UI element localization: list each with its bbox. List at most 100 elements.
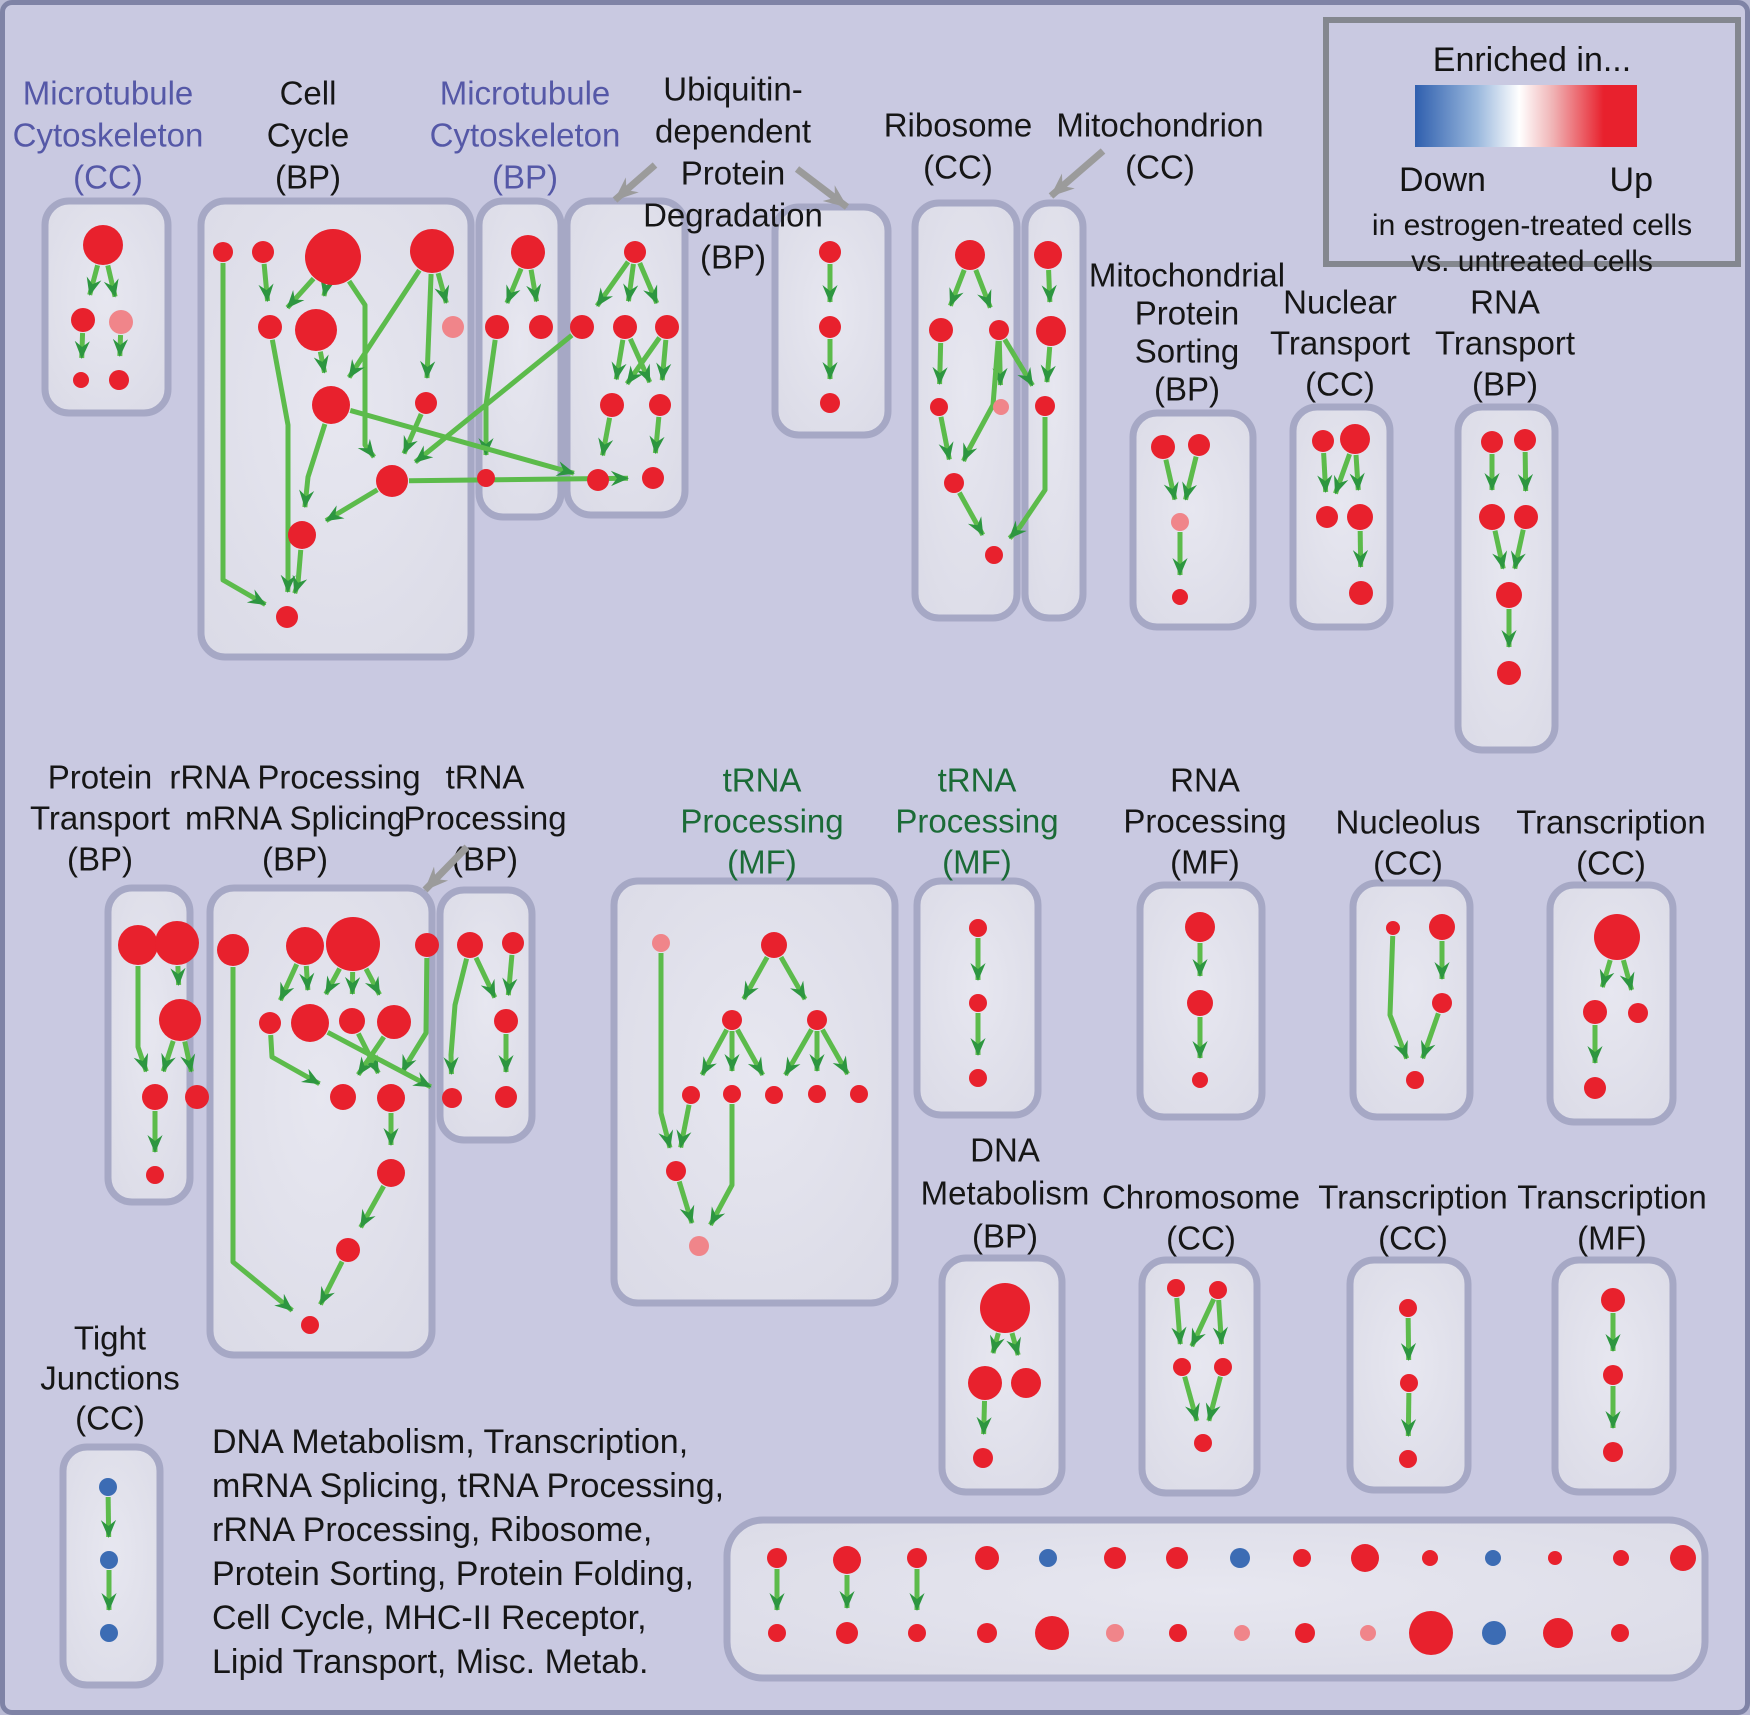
go-term-node xyxy=(457,932,483,958)
legend: Enriched in... Down Up in estrogen-treat… xyxy=(1323,17,1741,278)
edge-ubiquitin-1 xyxy=(656,339,672,382)
go-term-node xyxy=(819,316,841,338)
go-term-node xyxy=(118,925,158,965)
edge-cell-cycle xyxy=(320,277,336,297)
go-term-node xyxy=(73,372,89,388)
edge-mitochondrial-protein-sorting xyxy=(1182,456,1199,501)
edge-trna-mf-large xyxy=(676,1104,692,1149)
layer-labels: Microtubule Cytoskeleton (CC) Cell Cycle (BP)… xyxy=(13,71,1707,1437)
edge-trna-mf-large xyxy=(699,1028,729,1077)
go-term-node xyxy=(908,1624,926,1642)
go-term-node xyxy=(1400,1374,1418,1392)
go-term-node xyxy=(969,994,987,1012)
go-term-node xyxy=(1485,1550,1501,1566)
go-term-node xyxy=(1497,661,1521,685)
go-term-node xyxy=(502,932,524,954)
go-term-node xyxy=(1230,1548,1250,1568)
go-term-node xyxy=(1360,1625,1376,1641)
edge-cell-cycle xyxy=(258,263,274,303)
cluster-label-protein-transport: Protein xyxy=(48,759,153,796)
edge-ribosome-cc xyxy=(961,340,1001,462)
go-term-node xyxy=(1432,993,1452,1013)
go-term-node xyxy=(624,241,646,263)
edge-cell-cycle xyxy=(347,268,422,379)
cluster-label-nuclear-transport: (CC) xyxy=(1305,366,1375,403)
go-term-node xyxy=(929,318,953,342)
cluster-label-microtubule-bp: Cytoskeleton xyxy=(430,117,621,154)
go-term-node xyxy=(836,1622,858,1644)
go-term-node xyxy=(1583,1000,1607,1024)
cluster-label-mitochondrial-protein-sorting: Mitochondrial xyxy=(1089,257,1285,294)
go-term-node xyxy=(1171,513,1189,531)
edge-nucleolus xyxy=(1387,935,1410,1060)
cluster-label-rna-processing-mf: (MF) xyxy=(1170,844,1240,881)
go-term-node xyxy=(973,1448,993,1468)
edge-microtubule-cc xyxy=(103,264,119,298)
edge-rna-transport xyxy=(1510,529,1526,570)
edge-cell-cycle xyxy=(285,276,316,310)
go-term-node xyxy=(494,1009,518,1033)
edge-cell-cycle xyxy=(347,279,376,459)
go-term-node xyxy=(415,392,437,414)
edge-ubiquitin-1 xyxy=(623,263,639,303)
go-term-node xyxy=(301,1316,319,1334)
cluster-label-rrna-mrna: rRNA Processing xyxy=(169,759,420,796)
cluster-label-dna-metabolism: (BP) xyxy=(972,1218,1038,1255)
legend-up-label: Up xyxy=(1609,161,1653,199)
go-term-node xyxy=(1548,1551,1562,1565)
go-term-node xyxy=(442,1088,462,1108)
edge-chromosome xyxy=(1205,1376,1223,1422)
go-term-node xyxy=(339,1008,365,1034)
edge-ubiquitin-1 xyxy=(649,416,665,455)
cluster-label-transcription-mf: Transcription xyxy=(1517,1179,1707,1216)
cluster-box-rrna-mrna xyxy=(206,884,436,1359)
go-term-node xyxy=(1603,1442,1623,1462)
cluster-box-protein-transport xyxy=(104,884,194,1206)
cluster-label-rna-transport: RNA xyxy=(1470,284,1540,321)
go-term-node xyxy=(761,932,787,958)
go-term-node xyxy=(1172,589,1188,605)
cluster-label-protein-transport: Transport xyxy=(30,800,170,837)
go-term-node xyxy=(1169,1624,1187,1642)
go-term-node xyxy=(1194,1434,1212,1452)
cluster-label-transcription-cc-upper: (CC) xyxy=(1576,845,1646,882)
merged-categories-text: mRNA Splicing, tRNA Processing, xyxy=(212,1467,724,1505)
edge-dna-metabolism xyxy=(976,1400,992,1436)
merged-categories-text: Lipid Transport, Misc. Metab. xyxy=(212,1643,649,1681)
edge-transcription-cc-upper xyxy=(1599,959,1615,989)
edge-cell-cycle xyxy=(420,273,436,380)
go-term-node xyxy=(969,1069,987,1087)
go-term-node xyxy=(1035,396,1055,416)
go-term-node xyxy=(1209,1281,1227,1299)
edge-trna-mf-large xyxy=(676,1180,695,1225)
go-term-node xyxy=(1039,1549,1057,1567)
callout-arrow-icon xyxy=(422,844,470,893)
edge-ribosome-cc xyxy=(957,491,986,537)
go-term-node xyxy=(99,1478,117,1496)
cluster-label-rna-transport: Transport xyxy=(1435,325,1575,362)
go-term-node xyxy=(1106,1624,1124,1642)
edge-cell-cycle xyxy=(324,487,379,523)
cluster-label-ubiquitin-label: Ubiquitin- xyxy=(663,71,802,108)
edge-trna-mf-large xyxy=(741,955,770,1001)
go-term-node xyxy=(305,229,361,285)
edge-ubiquitin-1 xyxy=(624,336,662,386)
legend-subtitle-1: in estrogen-treated cells xyxy=(1371,209,1693,242)
edge-mitochondrial-protein-sorting xyxy=(1163,459,1179,501)
cluster-label-microtubule-cc: Cytoskeleton xyxy=(13,117,204,154)
go-term-node xyxy=(1035,1616,1069,1650)
edge-microtubule-bp xyxy=(526,269,542,303)
cluster-label-trna-bp: (BP) xyxy=(452,841,518,878)
go-term-node xyxy=(1482,1621,1506,1645)
go-term-node xyxy=(1479,504,1505,530)
go-term-node xyxy=(833,1546,861,1574)
edge-transcription-cc-lower xyxy=(1400,1317,1417,1362)
edge-transcription-cc-lower xyxy=(1400,1392,1417,1438)
go-term-node xyxy=(969,919,987,937)
go-term-node xyxy=(907,1548,927,1568)
go-term-node xyxy=(977,1623,997,1643)
go-term-node xyxy=(1347,504,1373,530)
merged-categories-text: rRNA Processing, Ribosome, xyxy=(212,1511,652,1549)
cluster-label-rrna-mrna: (BP) xyxy=(262,841,328,878)
layer-extras: DNA Metabolism, Transcription, mRNA Splic… xyxy=(212,148,1106,1681)
